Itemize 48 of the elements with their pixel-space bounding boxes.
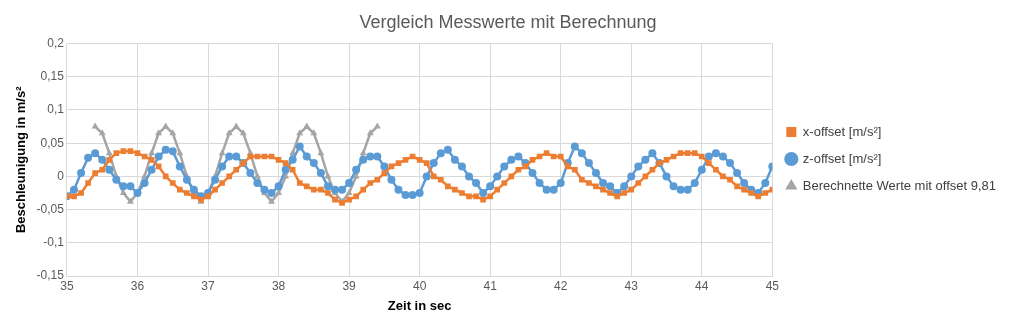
y-tick-label: 0,2 — [47, 35, 65, 50]
x-tick-label: 35 — [60, 278, 74, 293]
x-tick-label: 36 — [130, 278, 145, 293]
x-tick-label: 40 — [412, 278, 427, 293]
point — [126, 197, 134, 204]
x-tick-label: 44 — [695, 278, 709, 293]
point — [155, 129, 163, 136]
point — [98, 129, 106, 136]
point — [119, 189, 127, 195]
point — [91, 122, 99, 129]
point — [268, 197, 275, 204]
y-tick-label: 0,05 — [40, 135, 65, 150]
point — [162, 122, 170, 129]
y-tick-label: -0,05 — [36, 201, 65, 216]
x-tick-label: 43 — [624, 278, 639, 293]
point — [225, 129, 233, 136]
chart-title: Vergleich Messwerte mit Berechnung — [359, 11, 657, 32]
y-tick-label: 0,15 — [40, 69, 65, 84]
point — [176, 149, 184, 156]
point — [373, 122, 381, 129]
point — [310, 129, 318, 136]
point — [359, 149, 367, 156]
y-tick-label: 0 — [57, 168, 65, 183]
point — [275, 189, 283, 195]
x-tick-label: 45 — [765, 278, 780, 293]
point — [296, 129, 304, 136]
legend-label: z-offset [m/s²] — [802, 150, 882, 166]
point — [169, 129, 177, 136]
legend-label: Berechnette Werte mit offset 9,81 — [802, 177, 997, 193]
y-tick-label: -0,1 — [43, 235, 65, 250]
point — [232, 122, 240, 129]
x-tick-label: 41 — [483, 278, 498, 293]
point — [345, 189, 353, 195]
point — [317, 149, 325, 156]
y-tick-label: 0,1 — [47, 102, 65, 117]
point — [148, 149, 156, 156]
x-tick-label: 39 — [342, 278, 357, 293]
x-axis-title: Zeit in sec — [387, 297, 452, 313]
x-tick-label: 42 — [554, 278, 568, 293]
x-tick-label: 38 — [271, 278, 286, 293]
point — [239, 129, 247, 136]
y-axis-title: Beschleunigung in m/s² — [13, 85, 29, 234]
legend-label: x-offset [m/s²] — [802, 123, 882, 139]
point — [218, 149, 226, 156]
point — [105, 149, 113, 156]
point — [303, 122, 311, 129]
x-tick-label: 37 — [201, 278, 216, 293]
point — [366, 129, 374, 136]
